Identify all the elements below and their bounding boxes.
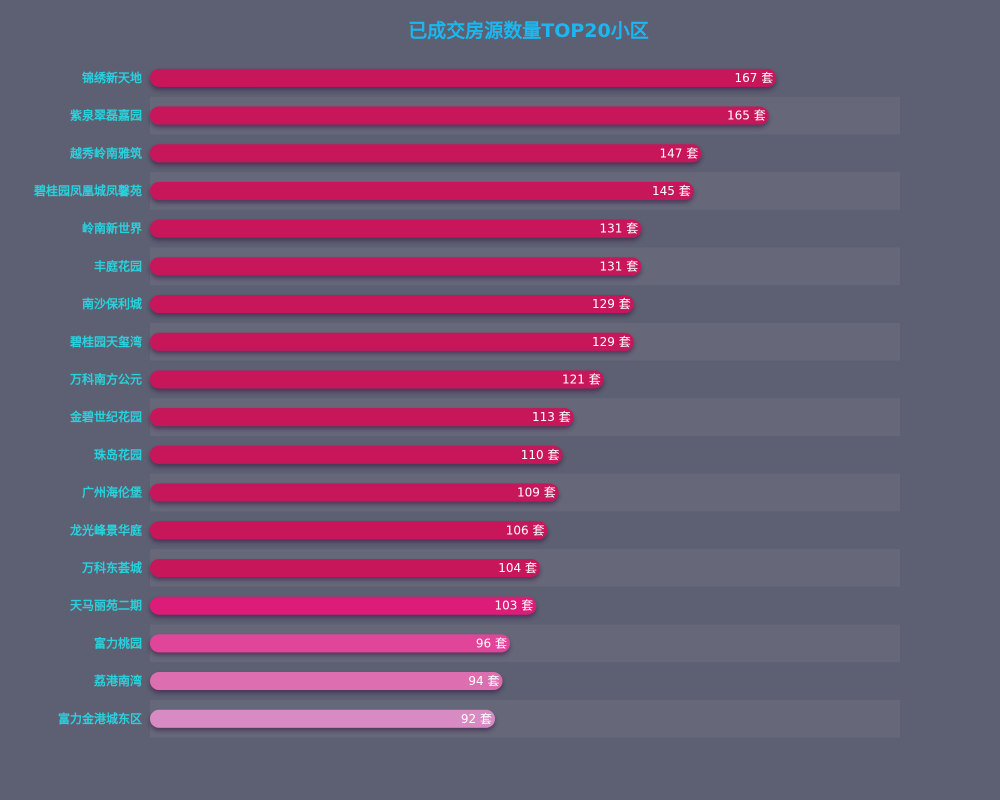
value-label: 96 套 <box>476 636 507 650</box>
category-label: 紫泉翠磊嘉园 <box>70 108 142 123</box>
bar-3[interactable] <box>150 144 702 163</box>
bar-5[interactable] <box>150 219 642 238</box>
value-label: 92 套 <box>461 712 492 726</box>
value-label: 131 套 <box>600 259 639 273</box>
bar-4[interactable] <box>150 181 694 200</box>
bar-11[interactable] <box>150 445 563 464</box>
bar-12[interactable] <box>150 483 559 502</box>
category-label: 锦绣新天地 <box>82 70 142 85</box>
value-label: 129 套 <box>592 297 631 311</box>
category-label: 天马丽苑二期 <box>70 598 142 613</box>
category-label: 荔港南湾 <box>93 673 142 688</box>
bar-2[interactable] <box>150 106 769 125</box>
bar-14[interactable] <box>150 558 540 577</box>
value-label: 129 套 <box>592 335 631 349</box>
category-label: 岭南新世界 <box>82 221 142 236</box>
value-label: 103 套 <box>495 599 534 613</box>
bar-17[interactable] <box>150 672 503 691</box>
category-label: 碧桂园天玺湾 <box>69 334 142 349</box>
value-label: 94 套 <box>468 674 499 688</box>
bar-6[interactable] <box>150 257 642 276</box>
value-label: 106 套 <box>506 523 545 537</box>
bar-1[interactable] <box>150 68 777 87</box>
value-label: 113 套 <box>532 410 571 424</box>
value-label: 147 套 <box>660 146 699 160</box>
value-label: 109 套 <box>517 486 556 500</box>
value-label: 131 套 <box>600 222 639 236</box>
value-label: 167 套 <box>735 71 774 85</box>
category-label: 富力金港城东区 <box>58 711 142 726</box>
value-label: 121 套 <box>562 372 601 386</box>
chart-title: 已成交房源数量TOP20小区 <box>408 20 649 42</box>
bar-10[interactable] <box>150 408 574 427</box>
bar-7[interactable] <box>150 295 634 314</box>
value-label: 104 套 <box>498 561 537 575</box>
bar-8[interactable] <box>150 332 634 351</box>
bar-13[interactable] <box>150 521 548 540</box>
bar-18[interactable] <box>150 709 495 728</box>
value-label: 110 套 <box>521 448 560 462</box>
category-label: 珠岛花园 <box>94 447 142 462</box>
category-label: 万科东荟城 <box>81 560 142 575</box>
bar-9[interactable] <box>150 370 604 389</box>
category-label: 丰庭花园 <box>94 258 142 273</box>
value-label: 165 套 <box>727 109 766 123</box>
category-label: 南沙保利城 <box>82 296 142 311</box>
category-label: 万科南方公元 <box>69 371 142 386</box>
category-label: 金碧世纪花园 <box>69 409 142 424</box>
category-label: 碧桂园凤凰城凤馨苑 <box>33 183 142 198</box>
value-label: 145 套 <box>652 184 691 198</box>
category-label: 越秀岭南雅筑 <box>69 145 142 160</box>
category-label: 富力桃园 <box>94 635 142 650</box>
category-label: 龙光峰景华庭 <box>70 522 142 537</box>
bar-16[interactable] <box>150 634 510 653</box>
bar-15[interactable] <box>150 596 537 615</box>
category-label: 广州海伦堡 <box>82 485 142 500</box>
